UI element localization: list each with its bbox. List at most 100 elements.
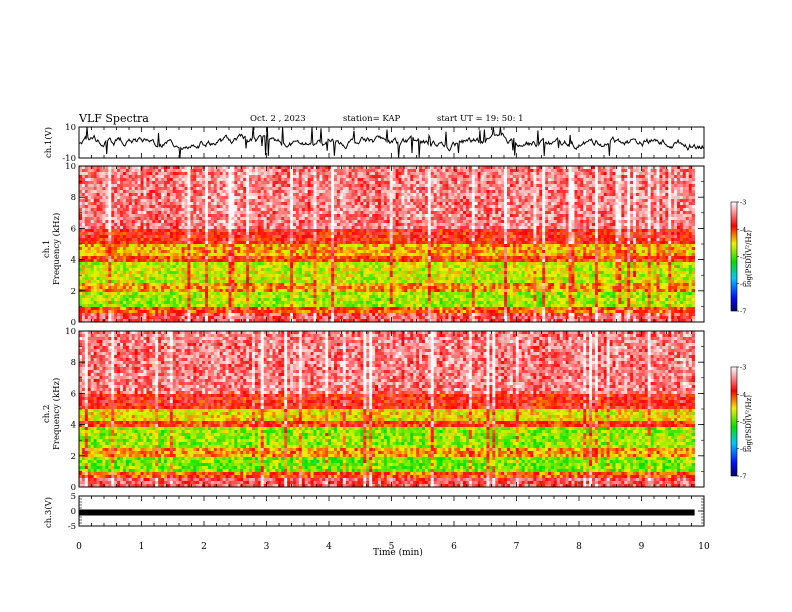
spectrogram-cell [504,184,508,188]
spectrogram-cell [509,220,514,224]
spectrogram-cell [84,211,89,215]
spectrogram-cell [474,229,479,233]
spectrogram-cell [322,175,326,179]
spectrogram-cell [257,181,262,185]
spectrogram-cell [471,223,476,227]
spectrogram-cell [451,226,455,230]
spectrogram-cell [243,175,247,179]
spectrogram-cell [360,181,364,185]
spectrogram-cell [671,187,675,191]
spectrogram-cell [448,190,452,194]
spectrogram-cell [524,211,528,215]
spectrogram-cell [117,223,121,227]
spectrogram-cell [671,175,675,179]
spectrogram-cell [266,217,270,221]
spectrogram-cell [342,181,347,185]
spectrogram-cell [117,202,121,206]
spectrogram-cell [483,193,487,197]
spectrogram-cell [609,190,613,194]
spectrogram-cell [592,196,596,200]
spectrogram-cell [125,205,130,209]
spectrogram-cell [457,205,461,209]
spectrogram-cell [184,232,188,236]
spectrogram-cell [659,217,663,221]
spectrogram-cell [243,232,247,236]
spectrogram-cell [210,166,215,170]
spectrogram-cell [175,223,180,227]
spectrogram-cell [319,226,323,230]
spectrogram-cell [90,193,95,197]
spectrogram-cell [348,217,352,221]
spectrogram-cell [90,235,95,239]
spectrogram-cell [316,169,320,173]
spectrogram-cell [389,223,394,227]
spectrogram-cell [231,232,235,236]
spectrogram-cell [424,193,429,197]
spectrogram-cell [486,223,490,227]
spectrogram-cell [486,211,490,215]
spectrogram-cell [677,223,681,227]
spectrogram-cell [140,202,144,206]
spectrogram-cell [677,205,681,209]
spectrogram-cell [562,187,566,191]
spectrogram-cell [627,220,631,224]
spectrogram-cell [533,226,537,230]
spectrogram-cell [210,211,215,215]
spectrogram-cell [545,175,549,179]
spectrogram-cell [146,232,150,236]
spectrogram-cell [178,232,182,236]
spectrogram-cell [559,190,564,194]
spectrogram-cell [131,187,136,191]
spectrogram-cell [93,196,97,200]
spectrogram-cell [342,187,347,191]
spectrogram-cell [457,196,461,200]
spectrogram-cell [618,193,622,197]
spectrogram-cell [383,232,388,236]
spectrogram-cell [225,166,229,170]
spectrogram-cell [222,202,226,206]
spectrogram-cell [597,193,602,197]
spectrogram-cell [380,181,385,185]
spectrogram-cell [442,223,446,227]
spectrogram-cell [125,229,130,233]
spectrogram-cell [498,235,502,239]
spectrogram-cell [424,229,429,233]
spectrogram-cell [501,232,505,236]
spectrogram-cell [313,220,317,224]
spectrogram-cell [128,196,133,200]
spectrogram-cell [674,187,678,191]
spectrogram-cell [310,190,314,194]
spectrogram-cell [665,229,669,233]
spectrogram-cell [630,229,634,233]
spectrogram-cell [105,196,109,200]
spectrogram-cell [439,217,443,221]
spectrogram-cell [427,232,432,236]
spectrogram-cell [630,178,634,182]
spectrogram-cell [102,169,106,173]
spectrogram-cell [287,199,291,203]
spectrogram-cell [342,166,347,170]
spectrogram-cell [380,217,385,221]
spectrogram-cell [536,169,540,173]
spectrogram-cell [225,199,229,203]
spectrogram-cell [615,193,619,197]
spectrogram-cell [313,175,317,179]
spectrogram-cell [325,202,329,206]
spectrogram-cell [635,208,640,212]
spectrogram-cell [562,205,566,209]
spectrogram-cell [111,214,115,218]
spectrogram-cell [512,229,517,233]
spectrogram-cell [465,175,470,179]
spectrogram-cell [542,178,546,182]
spectrogram-cell [533,229,537,233]
spectrogram-cell [342,223,347,227]
spectrogram-cell [518,208,523,212]
spectrogram-cell [117,196,121,200]
spectrogram-cell [416,181,420,185]
spectrogram-cell [407,193,411,197]
spectrogram-cell [483,229,487,233]
spectrogram-cell [134,217,138,221]
spectrogram-cell [671,205,675,209]
spectrogram-cell [325,208,329,212]
spectrogram-cell [325,184,329,188]
